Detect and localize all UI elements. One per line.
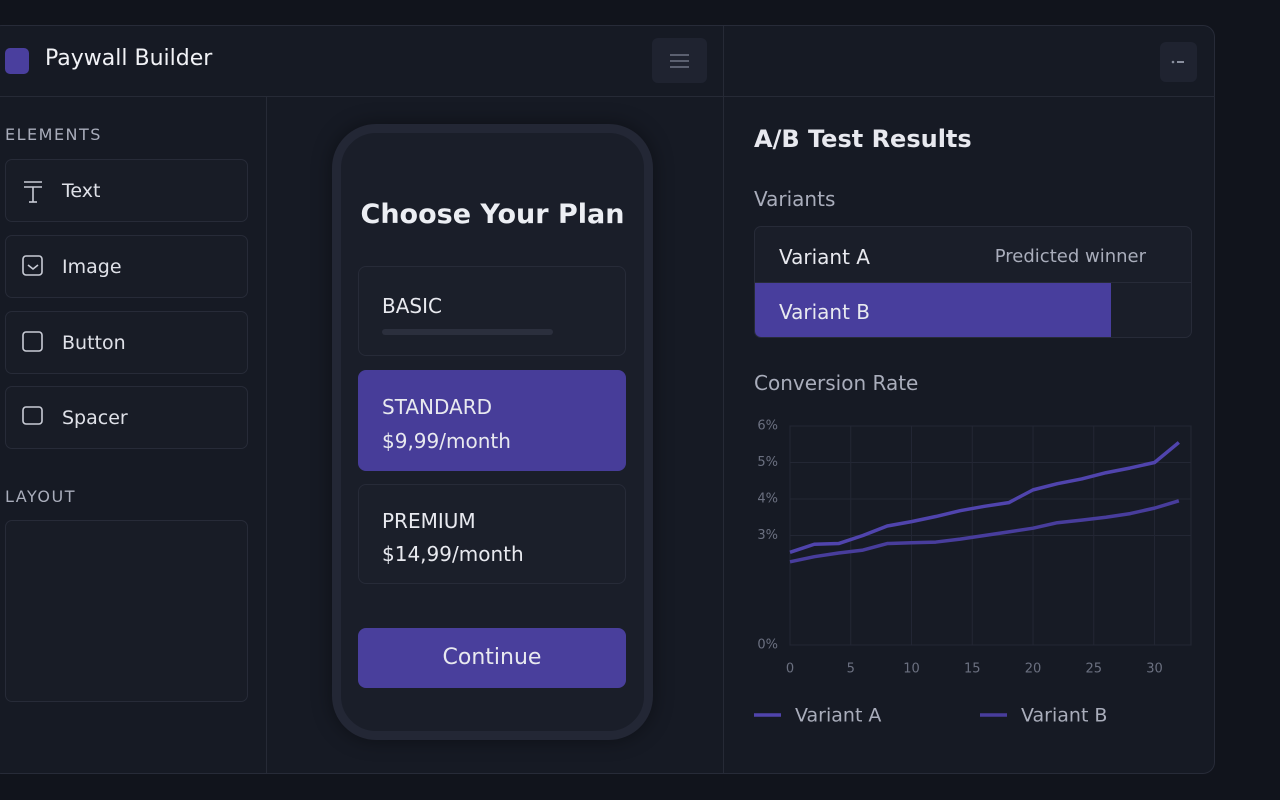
x-tick-label: 5: [847, 662, 855, 677]
line-series: [789, 499, 1180, 564]
element-item[interactable]: Image: [5, 235, 248, 298]
y-tick-label: 0%: [757, 638, 778, 653]
section-heading: ELEMENTS: [5, 125, 102, 144]
preview-title: Choose Your Plan: [360, 199, 625, 230]
plan-price: $14,99/month: [382, 542, 524, 566]
section-heading: LAYOUT: [5, 487, 76, 506]
app-title: Paywall Builder: [45, 46, 213, 71]
element-item[interactable]: Spacer: [5, 386, 248, 449]
element-label: Text: [62, 180, 101, 202]
variants-heading: Variants: [754, 187, 836, 211]
more-button[interactable]: [1160, 42, 1197, 82]
element-label: Button: [62, 332, 126, 354]
plan-card[interactable]: PREMIUM $14,99/month: [358, 484, 626, 584]
y-tick-label: 6%: [757, 419, 778, 434]
plan-card[interactable]: BASIC: [358, 266, 626, 356]
placeholder-bar: [382, 329, 553, 335]
image-icon: [22, 255, 43, 276]
menu-button[interactable]: [652, 38, 707, 83]
results-title: A/B Test Results: [754, 125, 972, 153]
x-tick-label: 20: [1025, 662, 1042, 677]
chart-heading: Conversion Rate: [754, 371, 919, 395]
element-label: Image: [62, 256, 122, 278]
x-tick-label: 0: [786, 662, 794, 677]
text-icon: [24, 181, 42, 203]
conversion-chart: 0% 3% 4% 5% 6% 0 5 10 15 20 25 30 Variant A Variant B: [754, 419, 1192, 727]
panel-divider: [723, 26, 724, 773]
x-tick-label: 25: [1086, 662, 1103, 677]
plan-name: BASIC: [382, 294, 442, 318]
logo: [5, 48, 29, 74]
plan-card-selected[interactable]: STANDARD $9,99/month: [358, 370, 626, 471]
variant-highlight: [755, 283, 1111, 337]
layout-area[interactable]: [5, 520, 248, 702]
element-item[interactable]: Text: [5, 159, 248, 222]
x-tick-label: 30: [1146, 662, 1163, 677]
plan-name: STANDARD: [382, 395, 493, 419]
y-tick-label: 4%: [757, 492, 778, 507]
plan-price: $9,99/month: [382, 429, 511, 453]
variant-name: Variant B: [779, 300, 871, 324]
x-tick-label: 10: [903, 662, 920, 677]
spacer-icon: [22, 406, 43, 425]
plan-name: PREMIUM: [382, 509, 476, 533]
button-icon: [22, 331, 43, 352]
x-tick-label: 15: [964, 662, 981, 677]
header-divider: [0, 96, 1215, 97]
row-divider: [755, 282, 1191, 283]
y-tick-label: 5%: [757, 455, 778, 470]
element-item[interactable]: Button: [5, 311, 248, 374]
element-label: Spacer: [62, 407, 128, 429]
continue-button[interactable]: Continue: [358, 628, 626, 688]
line-series: [789, 441, 1180, 554]
variants-table: Variant A Predicted winner Variant B: [754, 226, 1192, 338]
legend-label: Variant A: [795, 705, 881, 727]
y-tick-label: 3%: [757, 528, 778, 543]
legend-label: Variant B: [1021, 705, 1107, 727]
variant-note: Predicted winner: [994, 246, 1146, 267]
sidebar-divider: [266, 97, 267, 773]
variant-name: Variant A: [779, 245, 870, 269]
more-icon: [1171, 60, 1184, 64]
menu-icon: [670, 54, 689, 68]
